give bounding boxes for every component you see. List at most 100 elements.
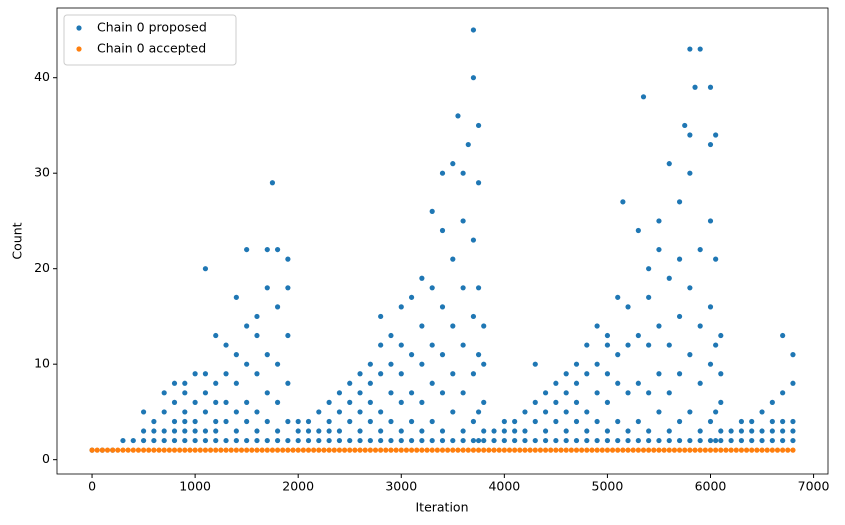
point: [213, 428, 219, 434]
point: [496, 447, 502, 453]
point: [408, 418, 415, 425]
point: [697, 46, 703, 52]
point: [687, 447, 693, 453]
point: [336, 409, 343, 415]
point: [244, 323, 250, 329]
point: [738, 428, 745, 434]
point: [738, 418, 745, 425]
point: [439, 304, 446, 310]
point: [573, 437, 580, 444]
point: [620, 447, 626, 453]
y-tick-label: 20: [34, 260, 50, 275]
point: [439, 170, 446, 176]
point: [213, 447, 219, 453]
point: [439, 437, 446, 444]
point: [233, 352, 239, 358]
point: [465, 447, 471, 453]
point: [475, 285, 482, 291]
point: [357, 371, 363, 377]
point: [656, 409, 662, 415]
point: [604, 447, 611, 453]
point: [759, 437, 765, 444]
point: [774, 447, 781, 453]
point: [274, 428, 281, 434]
point: [671, 447, 678, 453]
point: [166, 447, 172, 453]
point: [707, 361, 714, 367]
point: [759, 409, 765, 415]
point: [408, 390, 415, 396]
point: [553, 418, 559, 425]
point: [475, 180, 482, 186]
point: [455, 113, 461, 119]
point: [244, 447, 250, 453]
point: [522, 437, 528, 444]
point: [790, 418, 796, 425]
point: [429, 418, 435, 425]
point: [635, 418, 641, 425]
point: [187, 447, 193, 453]
point: [347, 418, 353, 425]
point: [501, 428, 507, 434]
point: [408, 294, 415, 300]
point: [625, 428, 631, 434]
point: [161, 390, 167, 396]
point: [470, 313, 477, 320]
point: [625, 437, 631, 444]
point: [666, 342, 672, 348]
point: [646, 428, 652, 434]
point: [367, 437, 373, 444]
point: [161, 437, 167, 444]
point: [171, 447, 178, 453]
point: [450, 447, 456, 453]
point: [532, 361, 538, 367]
point: [233, 294, 239, 300]
point: [553, 380, 559, 386]
point: [254, 409, 260, 415]
point: [707, 447, 714, 453]
point: [594, 390, 600, 396]
point: [594, 361, 600, 367]
point: [238, 447, 245, 453]
x-tick-label: 4000: [488, 479, 520, 494]
point: [676, 437, 683, 444]
point: [522, 447, 528, 453]
point: [640, 447, 647, 453]
point: [470, 27, 477, 33]
point: [99, 447, 105, 453]
point: [594, 323, 600, 329]
point: [687, 409, 693, 415]
point: [135, 447, 142, 453]
point: [460, 285, 466, 291]
point: [336, 428, 343, 434]
point: [646, 294, 652, 300]
point: [475, 122, 482, 129]
point: [687, 46, 693, 52]
point: [182, 428, 188, 434]
point: [656, 323, 662, 329]
point: [604, 342, 611, 348]
point: [419, 428, 425, 434]
point: [223, 399, 229, 405]
point: [429, 342, 435, 348]
point: [357, 390, 363, 396]
point: [702, 447, 708, 453]
point: [202, 371, 209, 377]
point: [460, 447, 466, 453]
point: [584, 428, 590, 434]
point: [661, 447, 667, 453]
point: [759, 447, 765, 453]
point: [295, 418, 301, 425]
point: [512, 447, 518, 453]
point: [604, 332, 611, 339]
point: [450, 409, 456, 415]
point: [780, 428, 786, 434]
point: [707, 437, 714, 444]
point: [274, 437, 281, 444]
point: [790, 447, 796, 453]
point: [542, 428, 549, 434]
point: [439, 352, 446, 358]
point: [408, 437, 415, 444]
point: [254, 371, 260, 377]
point: [450, 323, 456, 329]
